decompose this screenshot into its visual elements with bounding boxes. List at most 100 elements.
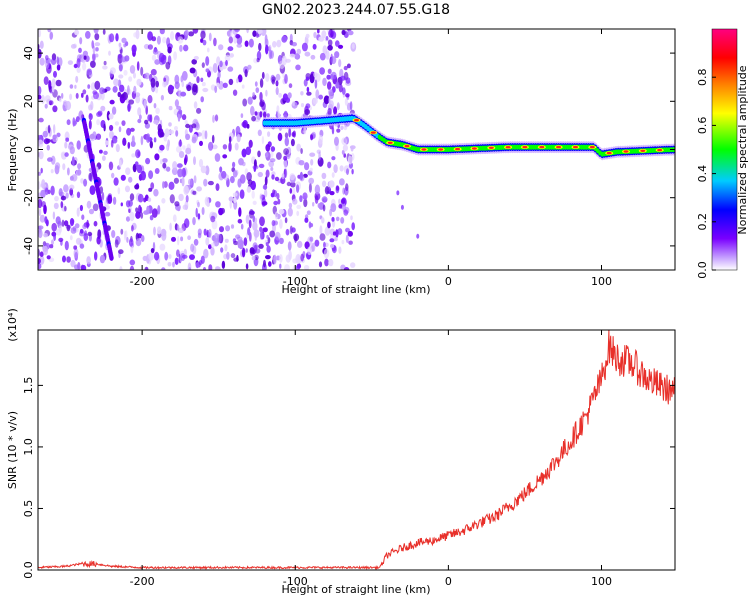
noise-blob [131, 153, 136, 158]
noise-blob [259, 101, 265, 108]
noise-blob [341, 29, 346, 36]
colorbar-tick-label: 0.4 [696, 165, 709, 183]
noise-blob [50, 169, 54, 174]
noise-blob [60, 201, 64, 209]
noise-blob [337, 228, 343, 235]
noise-blob [181, 254, 188, 259]
noise-blob [208, 141, 214, 151]
noise-blob [261, 136, 265, 145]
noise-blob [190, 243, 195, 252]
noise-blob [118, 249, 124, 255]
noise-blob [221, 260, 226, 269]
noise-blob [255, 87, 260, 93]
noise-blob [162, 162, 167, 169]
noise-blob [99, 254, 106, 264]
top-x-tick-label: -200 [130, 275, 155, 288]
noise-blob [216, 56, 221, 66]
noise-blob [236, 134, 241, 143]
bottom-y-tick-label: 1.5 [22, 377, 35, 395]
noise-blob [295, 64, 301, 71]
noise-blob [48, 100, 54, 106]
ridge-core [522, 145, 528, 149]
noise-blob [207, 180, 214, 186]
noise-blob [247, 96, 253, 105]
noise-blob [310, 54, 316, 60]
noise-blob [88, 113, 93, 121]
noise-blob [271, 79, 275, 85]
colorbar-tick-label: 0.8 [696, 68, 709, 86]
noise-blob [317, 203, 321, 208]
noise-blob [121, 37, 127, 44]
noise-blob [224, 54, 231, 62]
noise-blob [102, 65, 108, 70]
noise-blob [299, 171, 303, 181]
noise-blob [136, 164, 143, 174]
noise-blob [257, 129, 262, 137]
noise-blob [203, 178, 208, 187]
noise-blob [257, 29, 262, 35]
noise-blob [176, 249, 180, 257]
noise-blob [172, 261, 175, 268]
noise-blob [216, 82, 220, 88]
noise-blob [254, 111, 258, 116]
noise-blob [345, 234, 349, 244]
noise-blob [69, 84, 74, 89]
noise-blob [304, 51, 311, 57]
noise-blob [79, 228, 84, 234]
noise-blob [186, 84, 192, 92]
noise-blob [329, 234, 335, 240]
noise-blob [125, 41, 129, 47]
noise-blob [313, 72, 318, 78]
noise-blob [259, 91, 263, 102]
noise-blob [347, 155, 353, 165]
noise-blob [227, 66, 234, 72]
noise-blob [115, 33, 119, 42]
noise-blob [245, 263, 249, 270]
noise-blob [321, 30, 327, 39]
noise-blob [160, 94, 164, 101]
noise-blob [350, 146, 354, 152]
noise-blob [211, 144, 218, 150]
noise-blob [236, 77, 239, 84]
noise-blob [73, 248, 79, 259]
noise-blob [266, 113, 270, 118]
noise-blob [140, 66, 144, 76]
noise-blob [47, 124, 51, 134]
noise-blob [161, 54, 167, 65]
noise-blob [322, 77, 327, 87]
snr-panel: -200 -100 0 100 0.0 0.5 1.0 1.5 Height of stra… [6, 308, 676, 596]
noise-blob [334, 136, 339, 146]
top-x-tick-label: -100 [283, 275, 308, 288]
noise-blob [293, 233, 300, 242]
noise-blob [117, 187, 121, 195]
noise-blob [163, 181, 168, 188]
noise-blob [171, 236, 176, 242]
noise-blob [96, 119, 100, 126]
noise-blob [137, 107, 142, 117]
noise-blob [115, 144, 120, 153]
noise-blob [148, 252, 155, 261]
noise-blob [204, 130, 208, 140]
noise-blob [271, 174, 275, 180]
noise-blob [38, 171, 41, 176]
noise-blob [248, 209, 254, 219]
noise-blob [245, 146, 252, 156]
noise-blob [274, 211, 279, 220]
noise-blob [345, 227, 350, 233]
noise-blob [343, 209, 349, 216]
noise-blob [245, 214, 250, 224]
noise-blob [38, 225, 44, 230]
noise-blob [144, 72, 150, 80]
noise-blob [109, 67, 116, 75]
noise-blob [191, 123, 197, 129]
noise-blob [258, 163, 265, 169]
noise-blob [233, 240, 239, 246]
noise-blob [56, 64, 61, 71]
noise-blob [306, 210, 311, 215]
noise-blob [147, 197, 152, 202]
noise-blob [40, 94, 45, 104]
noise-blob [181, 176, 185, 187]
noise-blob [188, 31, 195, 37]
noise-blob [329, 100, 334, 109]
noise-blob [336, 128, 341, 133]
